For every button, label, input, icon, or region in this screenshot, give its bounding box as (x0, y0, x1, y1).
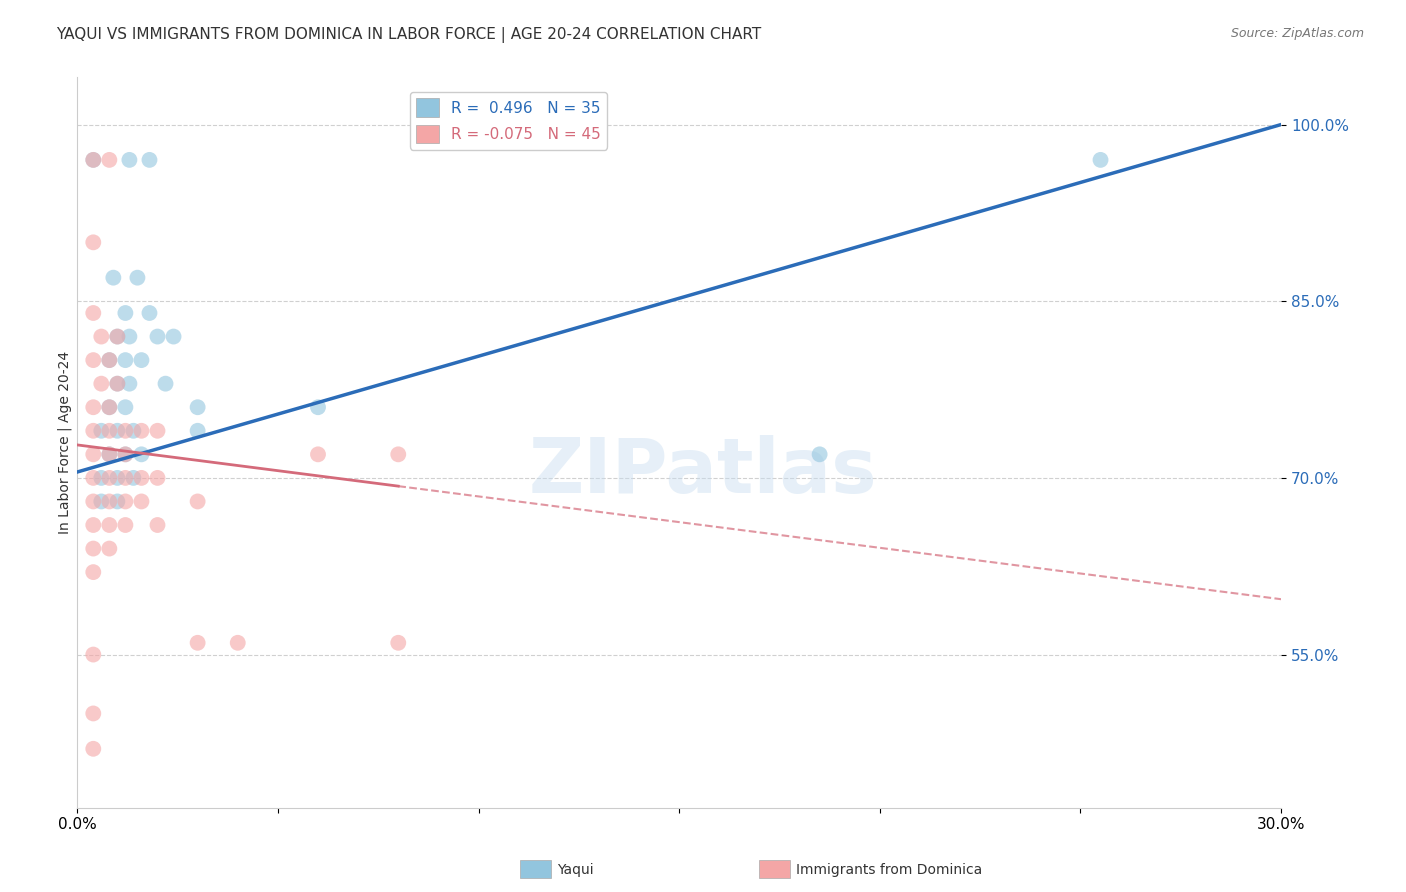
Point (114, 447, 136, 461)
Point (118, 329, 141, 343)
Point (226, 636, 249, 650)
Point (105, 376, 128, 391)
Point (118, 153, 141, 167)
Point (82, 235, 104, 250)
Point (131, 471, 153, 485)
Point (82, 353, 104, 368)
Point (105, 329, 128, 343)
Point (114, 306, 136, 320)
Point (127, 270, 149, 285)
Point (122, 424, 145, 438)
Point (90, 329, 112, 343)
Point (162, 329, 184, 343)
Point (131, 353, 153, 368)
Point (90, 471, 112, 485)
Point (98, 401, 121, 415)
Point (187, 424, 209, 438)
Point (146, 471, 169, 485)
Point (82, 741, 104, 756)
Point (82, 471, 104, 485)
Point (114, 447, 136, 461)
Point (118, 376, 141, 391)
Point (98, 153, 121, 167)
Point (808, 447, 831, 461)
Point (1090, 153, 1112, 167)
Point (90, 376, 112, 391)
Point (82, 565, 104, 579)
Point (187, 494, 209, 508)
Point (98, 353, 121, 368)
Legend: R =  0.496   N = 35, R = -0.075   N = 45: R = 0.496 N = 35, R = -0.075 N = 45 (411, 93, 607, 150)
Point (155, 376, 177, 391)
Text: Source: ZipAtlas.com: Source: ZipAtlas.com (1230, 27, 1364, 40)
Point (114, 353, 136, 368)
Point (98, 447, 121, 461)
Point (82, 494, 104, 508)
Point (105, 376, 128, 391)
Point (187, 636, 209, 650)
Point (82, 541, 104, 556)
Point (307, 401, 329, 415)
Point (82, 706, 104, 721)
Point (82, 306, 104, 320)
Point (105, 494, 128, 508)
Point (103, 270, 125, 285)
Point (98, 494, 121, 508)
Point (146, 424, 169, 438)
Point (90, 494, 112, 508)
Point (105, 329, 128, 343)
Point (146, 329, 169, 343)
Point (114, 518, 136, 533)
Point (82, 648, 104, 662)
Text: Immigrants from Dominica: Immigrants from Dominica (796, 863, 981, 877)
Point (82, 401, 104, 415)
Point (82, 518, 104, 533)
Point (131, 447, 153, 461)
Point (114, 471, 136, 485)
Text: YAQUI VS IMMIGRANTS FROM DOMINICA IN LABOR FORCE | AGE 20-24 CORRELATION CHART: YAQUI VS IMMIGRANTS FROM DOMINICA IN LAB… (56, 27, 762, 43)
Point (131, 424, 153, 438)
Point (98, 518, 121, 533)
Point (114, 494, 136, 508)
Point (307, 447, 329, 461)
Point (105, 471, 128, 485)
Point (187, 401, 209, 415)
Point (138, 153, 160, 167)
Point (98, 424, 121, 438)
Point (122, 471, 145, 485)
Point (114, 401, 136, 415)
Point (82, 153, 104, 167)
Point (90, 424, 112, 438)
Point (387, 636, 409, 650)
Text: Yaqui: Yaqui (557, 863, 593, 877)
Point (98, 541, 121, 556)
Text: ZIPatlas: ZIPatlas (529, 434, 877, 508)
Point (98, 353, 121, 368)
Point (98, 471, 121, 485)
Point (98, 401, 121, 415)
Point (146, 518, 169, 533)
Point (131, 494, 153, 508)
Point (82, 153, 104, 167)
Y-axis label: In Labor Force | Age 20-24: In Labor Force | Age 20-24 (58, 351, 72, 534)
Point (98, 447, 121, 461)
Point (105, 424, 128, 438)
Point (82, 424, 104, 438)
Point (114, 424, 136, 438)
Point (82, 447, 104, 461)
Point (387, 447, 409, 461)
Point (138, 306, 160, 320)
